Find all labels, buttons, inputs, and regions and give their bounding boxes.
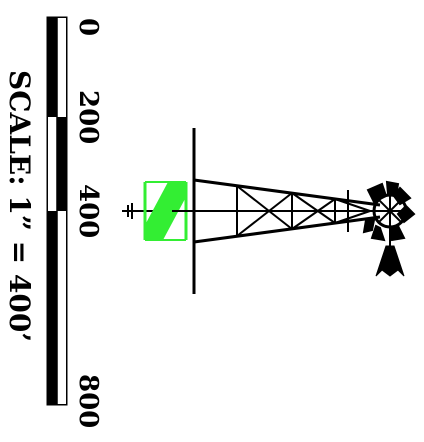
windmill-icon (172, 128, 416, 294)
windmill-tail (375, 211, 405, 277)
scale-segment-b1 (57, 18, 66, 117)
windmill-rotor (362, 180, 416, 242)
scale-tick-400: 400 (73, 184, 103, 238)
scale-tick-200: 200 (73, 90, 103, 144)
scale-tick-800: 800 (73, 374, 103, 428)
scale-ticks: 0 200 400 800 (73, 18, 103, 428)
scale-segment-a1 (48, 18, 57, 117)
scale-segment-a2 (48, 117, 57, 211)
scale-tick-0: 0 (73, 18, 103, 36)
scale-bar (46, 16, 68, 406)
scale-segment-b3 (57, 211, 66, 404)
windmill-leg-top (193, 178, 381, 207)
scale-segment-a3 (48, 211, 57, 404)
scale-label: SCALE: 1” = 400’ (3, 70, 36, 342)
windmill-leg-bottom (193, 215, 381, 244)
scale-segment-b2 (57, 117, 66, 211)
